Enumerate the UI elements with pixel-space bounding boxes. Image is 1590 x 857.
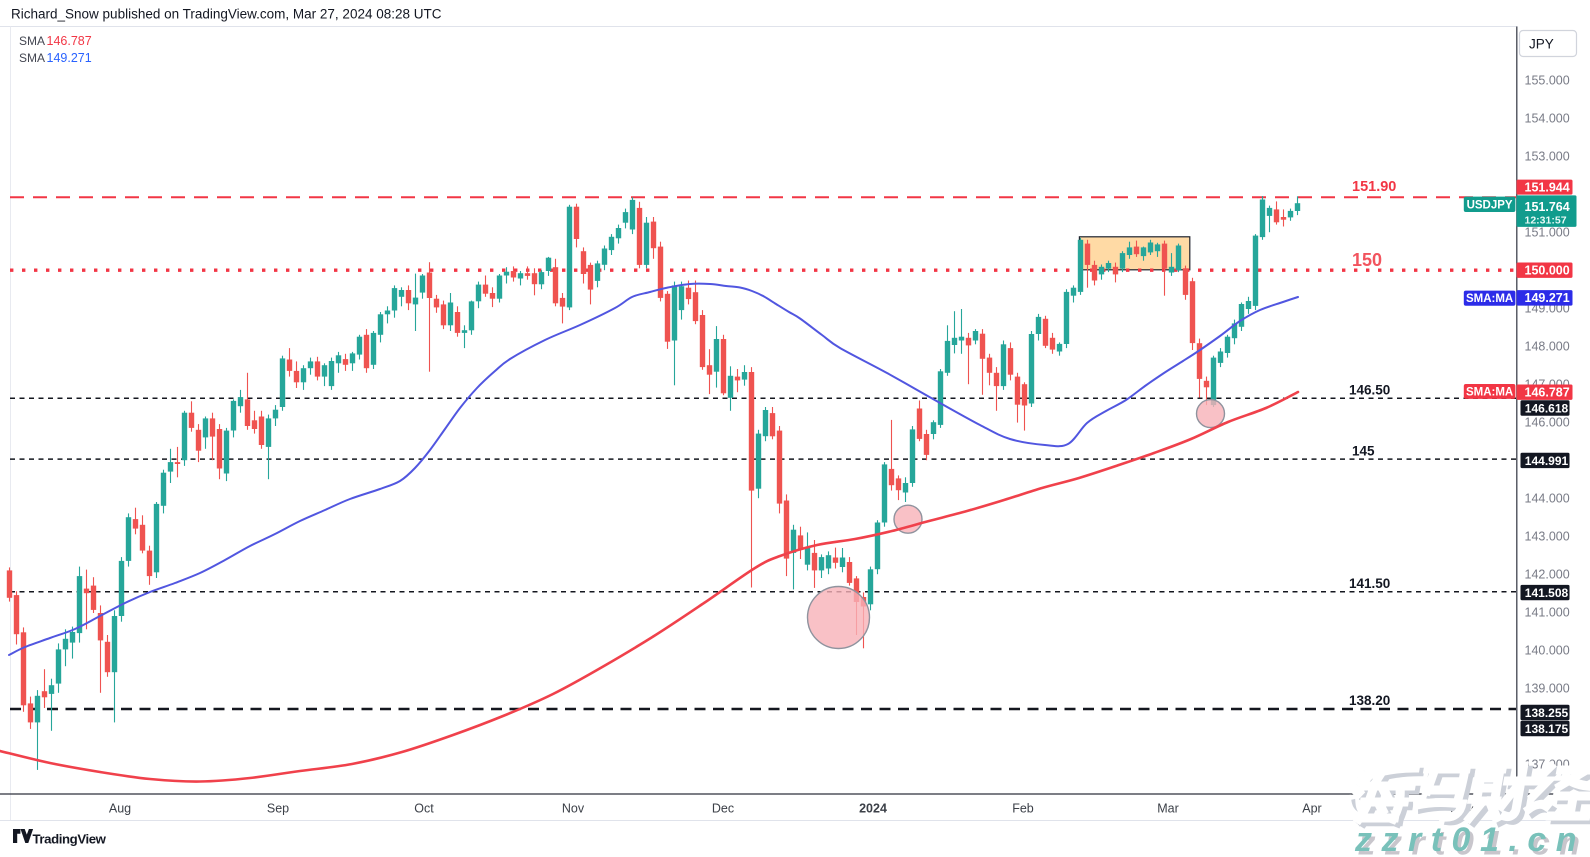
svg-text:142.000: 142.000 [1525,568,1570,582]
svg-text:138.255: 138.255 [1525,706,1569,720]
svg-text:Feb: Feb [1012,802,1034,816]
svg-text:Dec: Dec [712,802,734,816]
svg-text:141.000: 141.000 [1525,606,1570,620]
svg-text:151.764: 151.764 [1525,200,1570,214]
svg-text:153.000: 153.000 [1525,150,1570,164]
svg-text:SMA:MA: SMA:MA [1466,293,1513,305]
svg-text:146.000: 146.000 [1525,416,1570,430]
svg-text:SMA: SMA [19,34,45,48]
svg-text:149.271: 149.271 [47,51,92,65]
svg-text:149.271: 149.271 [1525,291,1570,305]
svg-text:144.991: 144.991 [1525,454,1569,468]
svg-text:2024: 2024 [859,802,887,816]
svg-text:Nov: Nov [562,802,585,816]
svg-text:150.000: 150.000 [1525,264,1570,278]
svg-text:Richard_Snow published on Trad: Richard_Snow published on TradingView.co… [11,7,442,22]
svg-text:151.90: 151.90 [1352,179,1396,195]
svg-text:141.508: 141.508 [1525,586,1569,600]
svg-text:146.787: 146.787 [47,34,92,48]
svg-text:151.944: 151.944 [1525,181,1570,195]
svg-text:zzrt01.cn: zzrt01.cn [1354,821,1586,857]
svg-text:154.000: 154.000 [1525,112,1570,126]
svg-text:141.50: 141.50 [1349,576,1390,591]
svg-text:JPY: JPY [1529,37,1554,52]
svg-text:Mar: Mar [1157,802,1179,816]
svg-text:150: 150 [1352,250,1382,270]
svg-text:139.000: 139.000 [1525,682,1570,696]
svg-text:Aug: Aug [109,802,131,816]
svg-text:Oct: Oct [414,802,434,816]
svg-text:Apr: Apr [1302,802,1321,816]
svg-text:USDJPY: USDJPY [1467,199,1513,211]
svg-text:140.000: 140.000 [1525,644,1570,658]
svg-text:148.000: 148.000 [1525,340,1570,354]
svg-text:146.50: 146.50 [1349,383,1390,398]
svg-text:12:31:57: 12:31:57 [1525,215,1567,227]
svg-text:146.618: 146.618 [1525,401,1569,415]
svg-text:144.000: 144.000 [1525,492,1570,506]
svg-text:138.20: 138.20 [1349,693,1390,708]
svg-text:SMA:MA: SMA:MA [1466,386,1513,398]
svg-text:145: 145 [1352,444,1375,459]
svg-text:138.175: 138.175 [1525,722,1569,736]
svg-text:SMA: SMA [19,51,45,65]
svg-text:TradingView: TradingView [33,832,107,847]
svg-text:151.000: 151.000 [1525,226,1570,240]
svg-text:zzrt01.cn: zzrt01.cn [1358,825,1590,857]
svg-text:146.787: 146.787 [1525,386,1570,400]
svg-text:143.000: 143.000 [1525,530,1570,544]
svg-text:155.000: 155.000 [1525,74,1570,88]
svg-text:Sep: Sep [267,802,289,816]
